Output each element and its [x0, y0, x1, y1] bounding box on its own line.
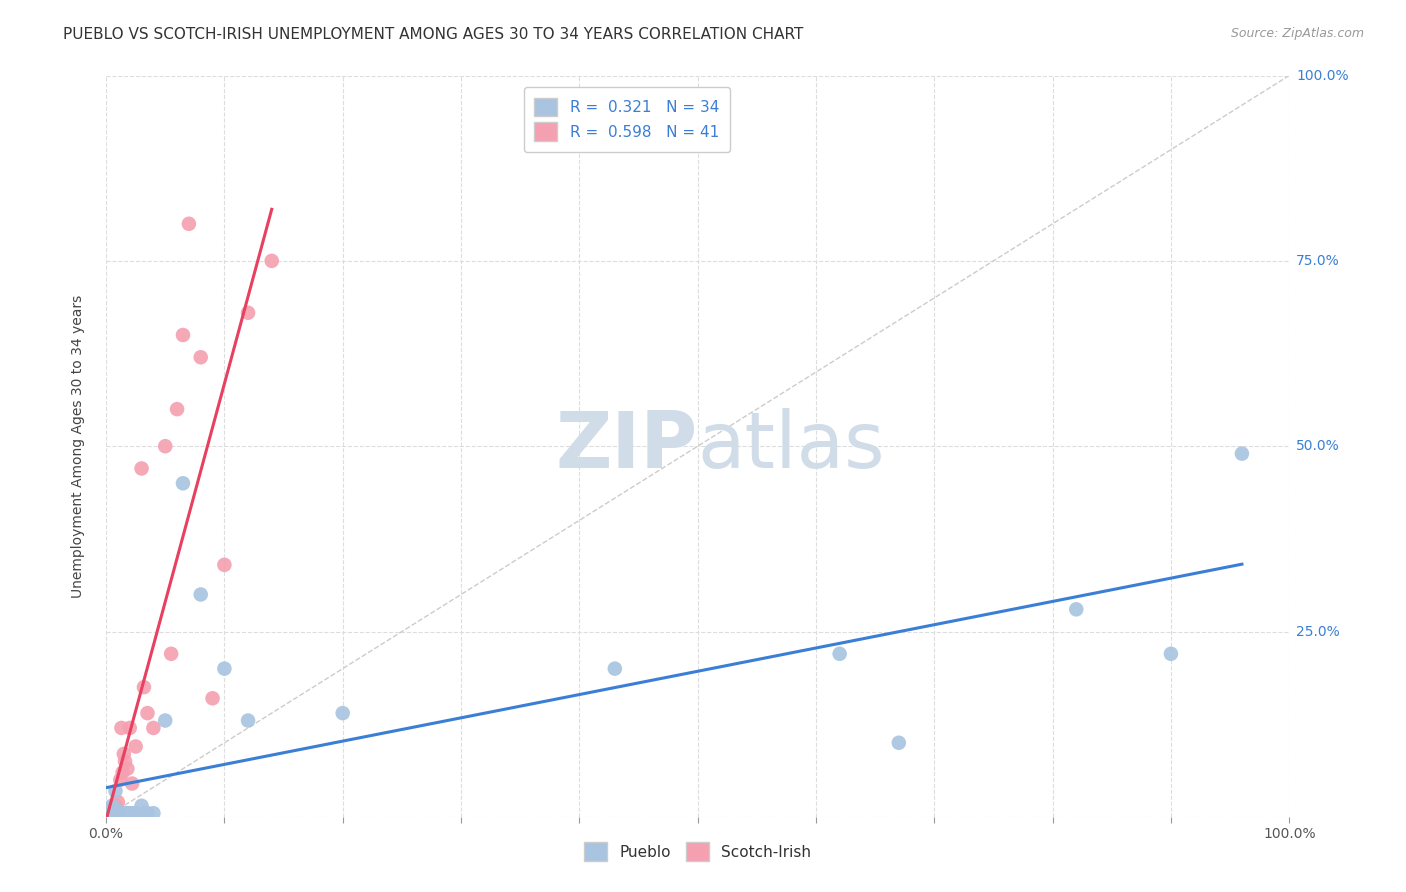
Point: [96, 806, 118, 821]
Point: [132, 680, 155, 694]
Point: [177, 217, 200, 231]
Point: [1064, 602, 1087, 616]
Point: [190, 350, 212, 364]
Point: [104, 806, 127, 821]
Point: [124, 806, 146, 821]
Point: [105, 806, 128, 821]
Point: [236, 714, 259, 728]
Point: [98, 804, 121, 818]
Point: [160, 647, 183, 661]
Point: [105, 806, 128, 821]
Point: [101, 798, 124, 813]
Point: [214, 662, 236, 676]
Text: ZIP: ZIP: [555, 409, 697, 484]
Point: [107, 806, 129, 821]
Point: [887, 736, 910, 750]
Point: [131, 461, 153, 475]
Point: [1230, 447, 1253, 461]
Point: [118, 806, 141, 821]
Point: [142, 721, 165, 735]
Point: [121, 806, 143, 821]
Point: [110, 772, 132, 787]
Point: [111, 765, 134, 780]
Point: [828, 647, 851, 661]
Point: [94, 806, 117, 821]
Point: [155, 439, 177, 453]
Point: [332, 706, 354, 720]
Point: [97, 806, 120, 821]
Text: 25.0%: 25.0%: [1296, 624, 1340, 639]
Point: [117, 806, 139, 821]
Point: [112, 747, 135, 761]
Point: [132, 806, 155, 821]
Point: [114, 806, 136, 821]
Point: [201, 691, 224, 706]
Point: [107, 795, 129, 809]
Point: [94, 805, 117, 819]
Point: [172, 328, 194, 343]
Legend: R =  0.321   N = 34, R =  0.598   N = 41: R = 0.321 N = 34, R = 0.598 N = 41: [523, 87, 730, 152]
Point: [110, 806, 132, 821]
Point: [103, 806, 125, 821]
Point: [236, 306, 259, 320]
Point: [155, 714, 177, 728]
Point: [190, 587, 212, 601]
Text: 50.0%: 50.0%: [1296, 439, 1340, 453]
Point: [98, 806, 121, 821]
Point: [166, 402, 188, 417]
Point: [108, 806, 131, 821]
Point: [214, 558, 236, 572]
Point: [112, 806, 135, 821]
Point: [136, 706, 159, 720]
Point: [107, 806, 129, 821]
Point: [101, 806, 124, 821]
Point: [98, 806, 121, 821]
Point: [103, 802, 125, 816]
Point: [142, 806, 165, 821]
Point: [603, 662, 626, 676]
Y-axis label: Unemployment Among Ages 30 to 34 years: Unemployment Among Ages 30 to 34 years: [72, 294, 86, 598]
Point: [104, 784, 127, 798]
Text: Source: ZipAtlas.com: Source: ZipAtlas.com: [1230, 27, 1364, 40]
Point: [104, 798, 127, 813]
Point: [1160, 647, 1182, 661]
Point: [114, 754, 136, 768]
Point: [101, 806, 124, 821]
Point: [94, 807, 117, 822]
Point: [118, 721, 141, 735]
Point: [117, 762, 139, 776]
Text: atlas: atlas: [697, 409, 886, 484]
Point: [172, 476, 194, 491]
Point: [107, 804, 129, 818]
Point: [104, 804, 127, 818]
Point: [101, 802, 124, 816]
Point: [121, 776, 143, 790]
Text: 100.0%: 100.0%: [1296, 69, 1348, 83]
Point: [103, 806, 125, 821]
Point: [131, 798, 153, 813]
Point: [110, 806, 132, 821]
Point: [110, 721, 132, 735]
Point: [112, 806, 135, 821]
Text: PUEBLO VS SCOTCH-IRISH UNEMPLOYMENT AMONG AGES 30 TO 34 YEARS CORRELATION CHART: PUEBLO VS SCOTCH-IRISH UNEMPLOYMENT AMON…: [63, 27, 804, 42]
Point: [260, 253, 283, 268]
Point: [124, 739, 146, 754]
Point: [136, 806, 159, 821]
Text: 75.0%: 75.0%: [1296, 254, 1340, 268]
Point: [100, 806, 122, 821]
